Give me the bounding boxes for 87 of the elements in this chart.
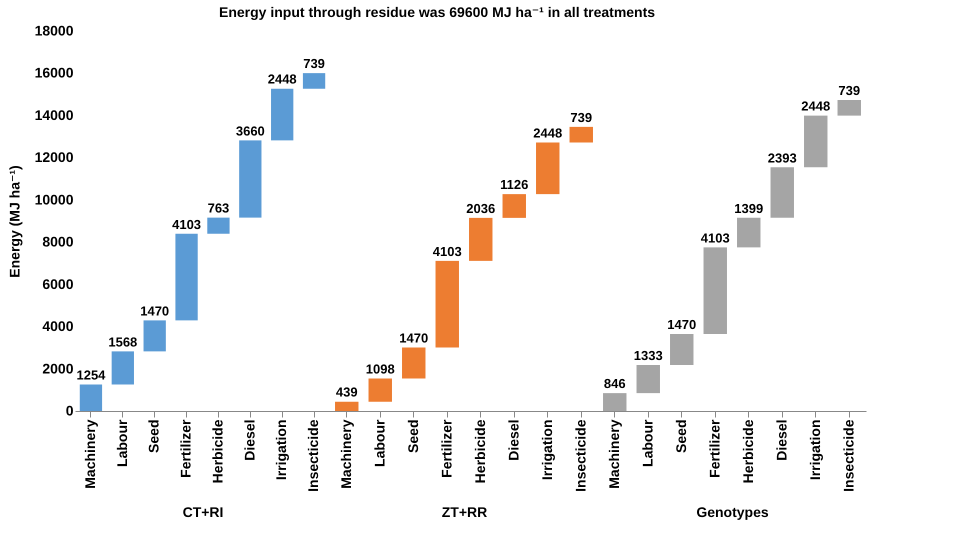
data-label: 1254 (76, 368, 106, 383)
text: Energy input through residue was 69600 MJ ha⁻¹ in all treatments (219, 4, 656, 20)
y-tick-label: 4000 (42, 318, 74, 334)
data-label: 2036 (466, 200, 496, 216)
x-tick-label: Labour (371, 418, 388, 467)
bar (436, 260, 459, 348)
bar (112, 351, 134, 385)
data-label: 2448 (801, 98, 830, 114)
y-tick-label: 14000 (34, 106, 74, 123)
data-label: 1333 (634, 348, 663, 363)
bar (402, 348, 426, 379)
y-tick-label: 2000 (42, 360, 74, 376)
bar (271, 88, 294, 140)
data-label: 846 (604, 376, 626, 392)
bar (502, 194, 526, 218)
x-tick-label: Herbicide (209, 419, 226, 484)
x-tick-label: Machinery (606, 419, 622, 489)
x-tick-label: Fertilizer (706, 418, 722, 478)
data-label: 4103 (432, 244, 462, 259)
data-label: 739 (570, 110, 592, 125)
bar (335, 402, 358, 411)
x-tick-label: Labour (114, 418, 130, 467)
y-tick-label: 16000 (34, 64, 74, 81)
y-axis-title: Energy (MJ ha⁻¹) (6, 165, 23, 278)
bar (80, 384, 102, 411)
x-tick-label: Seed (672, 420, 689, 453)
y-tick-label: 0 (66, 402, 74, 418)
bar (603, 393, 626, 411)
bar (670, 334, 694, 365)
y-tick-label: 12000 (34, 149, 74, 166)
x-tick-label: Diesel (241, 420, 258, 461)
x-tick-label: Irrigation (273, 420, 290, 480)
data-label: 2393 (768, 150, 797, 166)
x-tick-label: Herbicide (740, 419, 756, 484)
data-label: 1126 (500, 177, 528, 192)
bar (144, 320, 166, 352)
x-axis-title: ZT+RR (442, 504, 488, 520)
data-label: 739 (303, 56, 325, 72)
x-tick-label: Irrigation (538, 420, 555, 480)
data-label: 3660 (236, 123, 265, 138)
data-label: 439 (336, 384, 358, 400)
bar (570, 126, 593, 142)
data-label: 4103 (172, 216, 202, 232)
data-label: 1470 (667, 316, 696, 332)
y-tick-label: 10000 (34, 191, 74, 208)
data-label: 1568 (108, 334, 138, 350)
bar (469, 218, 492, 261)
x-axis-title: CT+RI (182, 504, 224, 520)
bar (536, 142, 560, 194)
x-axis-title: Genotypes (696, 504, 769, 520)
bar (302, 73, 326, 89)
x-tick-label: Seed (404, 420, 421, 453)
data-label: 1098 (366, 362, 395, 377)
bar (838, 100, 861, 116)
y-tick-label: 8000 (42, 234, 74, 250)
bar (368, 378, 392, 402)
x-tick-label: Seed (146, 420, 162, 453)
data-label: 4103 (700, 230, 730, 246)
bar (636, 365, 660, 394)
x-tick-label: Insecticide (840, 419, 856, 492)
data-label: 2448 (533, 125, 562, 140)
x-tick-label: Diesel (773, 420, 790, 461)
x-tick-label: Labour (639, 418, 656, 467)
x-tick-label: Insecticide (305, 419, 322, 492)
x-tick-label: Fertilizer (438, 418, 454, 478)
data-label: 1399 (734, 200, 764, 216)
y-tick-label: 18000 (34, 22, 74, 38)
bar (704, 247, 727, 334)
bar (239, 140, 262, 218)
x-tick-label: Machinery (82, 419, 98, 489)
x-tick-label: Insecticide (572, 419, 588, 492)
data-label: 2448 (268, 72, 297, 87)
x-tick-label: Machinery (338, 419, 354, 489)
data-label: 1470 (140, 303, 170, 318)
bar (804, 116, 828, 168)
x-tick-label: Fertilizer (178, 418, 194, 478)
data-label: 1470 (399, 330, 428, 346)
x-tick-label: Diesel (505, 420, 522, 461)
bar (737, 218, 760, 248)
x-tick-label: Irrigation (806, 420, 823, 480)
bar (175, 234, 198, 320)
y-tick-label: 6000 (42, 276, 74, 292)
x-tick-label: Herbicide (472, 419, 488, 484)
bar (207, 218, 230, 234)
data-label: 739 (838, 83, 860, 98)
bar (770, 167, 794, 218)
data-label: 763 (208, 200, 230, 216)
